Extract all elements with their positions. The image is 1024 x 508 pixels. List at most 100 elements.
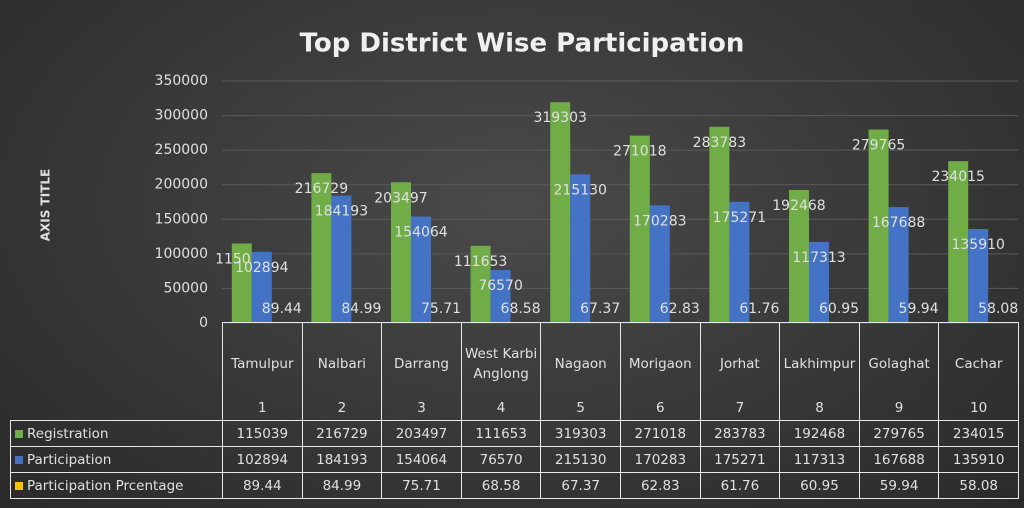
- category-cell: Tamulpur 1: [222, 322, 303, 421]
- table-value: 184193: [301, 446, 383, 473]
- bar: [948, 161, 969, 323]
- legend-entry: Registration: [10, 420, 223, 447]
- data-label: 76570: [478, 278, 523, 294]
- table-value: 234015: [938, 420, 1019, 447]
- category-number: 1: [258, 400, 267, 416]
- bar: [789, 189, 809, 323]
- chart-title: Top District Wise Participation: [300, 29, 745, 59]
- bar: [868, 129, 889, 323]
- data-label: 283783: [693, 135, 746, 151]
- data-label: 319303: [533, 110, 586, 126]
- data-label: 135910: [951, 237, 1004, 253]
- bar: [888, 207, 909, 323]
- table-value: 115039: [222, 420, 303, 447]
- y-tick-label: 300000: [155, 108, 208, 124]
- category-number: 5: [576, 400, 585, 416]
- bar: [729, 201, 750, 323]
- x-tick-label: Cachar: [954, 355, 1003, 372]
- data-label: 84.99: [341, 301, 381, 317]
- data-label: 58.08: [978, 301, 1018, 317]
- table-value: 135910: [938, 446, 1019, 473]
- data-label: 175271: [713, 210, 766, 226]
- table-value: 203497: [381, 420, 462, 447]
- bar: [570, 174, 591, 323]
- bar: [490, 270, 511, 323]
- category-number: 9: [894, 400, 904, 416]
- table-value: 154064: [381, 446, 462, 473]
- table-value: 68.58: [460, 472, 542, 499]
- bar: [550, 102, 571, 323]
- category-number: 3: [417, 400, 426, 416]
- legend-label: Participation Prcentage: [27, 477, 184, 494]
- data-label: 68.58: [501, 301, 541, 317]
- table-value: 67.37: [540, 472, 621, 499]
- x-tick-label: Tamulpur: [231, 355, 294, 372]
- y-tick-label: 50000: [163, 280, 208, 296]
- legend-key: [15, 481, 23, 490]
- table-value: 319303: [540, 420, 621, 447]
- category-cell: Jorhat 7: [699, 322, 781, 421]
- y-tick-label: 200000: [155, 177, 208, 193]
- table-value: 279765: [858, 420, 940, 447]
- data-label: 59.94: [899, 301, 939, 317]
- table-value: 59.94: [858, 472, 940, 499]
- data-label: 216729: [295, 181, 348, 197]
- data-label: 67.37: [580, 301, 620, 317]
- y-tick-label: 150000: [155, 211, 208, 227]
- table-value: 60.95: [779, 472, 860, 499]
- data-label: 215130: [553, 182, 606, 198]
- category-cell: Nagaon 5: [540, 322, 621, 421]
- x-tick-label: Golaghat: [868, 355, 930, 372]
- y-tick-label: 250000: [155, 142, 208, 158]
- bar: [411, 216, 431, 323]
- table-value: 84.99: [301, 472, 383, 499]
- table-value: 271018: [620, 420, 701, 447]
- x-tick-label: Darrang: [394, 355, 449, 372]
- table-value: 170283: [620, 446, 701, 473]
- category-cell: West Karbi Anglong 4: [460, 322, 542, 421]
- table-value: 75.71: [381, 472, 462, 499]
- bar: [709, 126, 730, 323]
- category-cell: Lakhimpur 8: [779, 322, 860, 421]
- table-value: 216729: [301, 420, 383, 447]
- data-label: 60.95: [819, 301, 859, 317]
- table-value: 283783: [699, 420, 781, 447]
- category-cell: Morigaon 6: [620, 322, 701, 421]
- data-label: 184193: [315, 204, 368, 220]
- table-value: 89.44: [222, 472, 303, 499]
- category-number: 6: [656, 400, 665, 416]
- x-tick-label: Morigaon: [628, 355, 692, 372]
- x-tick-label: Lakhimpur: [783, 355, 856, 372]
- category-cell: Darrang 3: [381, 322, 462, 421]
- legend-label: Registration: [27, 425, 109, 442]
- category-number: 4: [496, 400, 506, 416]
- x-tick-label: Nalbari: [317, 355, 367, 372]
- category-number: 7: [735, 400, 745, 416]
- x-tick-label: West Karbi Anglong: [464, 345, 538, 382]
- y-axis-title: AXIS TITLE: [39, 169, 53, 242]
- table-value: 76570: [460, 446, 542, 473]
- category-number: 10: [970, 400, 988, 416]
- y-tick-label: 350000: [155, 73, 208, 89]
- bar: [629, 135, 650, 323]
- data-label: 234015: [931, 169, 984, 185]
- y-tick-label: 0: [199, 315, 208, 331]
- table-value: 167688: [858, 446, 940, 473]
- bar: [968, 229, 989, 323]
- table-value: 61.76: [699, 472, 781, 499]
- data-label: 62.83: [660, 301, 700, 317]
- data-label: 203497: [374, 190, 427, 206]
- y-tick-label: 100000: [155, 246, 208, 262]
- data-label: 167688: [872, 215, 925, 231]
- table-value: 111653: [460, 420, 542, 447]
- bar: [470, 245, 491, 323]
- legend-key: [15, 455, 23, 464]
- data-label: 111653: [454, 254, 507, 270]
- data-label: 89.44: [262, 301, 302, 317]
- data-label: 154064: [394, 224, 448, 240]
- bar: [311, 173, 332, 323]
- table-value: 58.08: [938, 472, 1019, 499]
- data-label: 170283: [633, 213, 686, 229]
